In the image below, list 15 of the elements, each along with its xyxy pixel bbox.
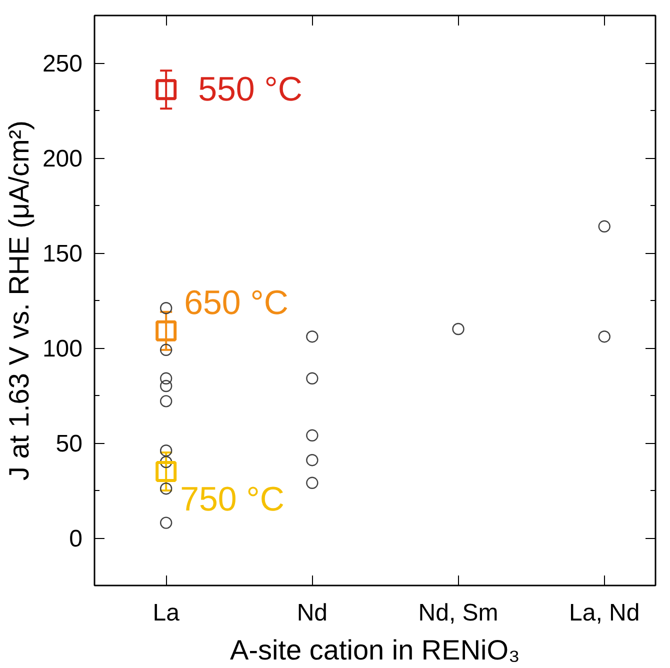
y-axis-title: J at 1.63 V vs. RHE (μA/cm²) [3, 120, 34, 480]
y-tick-label: 150 [42, 240, 83, 268]
series-label: 550 °C [198, 70, 302, 109]
y-tick-label: 50 [56, 430, 83, 458]
x-axis-title: A-site cation in RENiO₃ [230, 634, 520, 666]
series-label: 650 °C [184, 284, 288, 322]
x-tick-label: Nd, Sm [418, 600, 498, 626]
series-label: 750 °C [180, 480, 284, 518]
y-tick-label: 200 [42, 146, 83, 172]
y-tick-label: 100 [42, 336, 83, 362]
y-tick-label: 250 [42, 50, 83, 78]
y-tick-label: 0 [69, 526, 83, 552]
x-tick-label: La, Nd [569, 600, 640, 626]
x-tick-label: La [152, 600, 180, 626]
x-tick-label: Nd [296, 600, 328, 626]
